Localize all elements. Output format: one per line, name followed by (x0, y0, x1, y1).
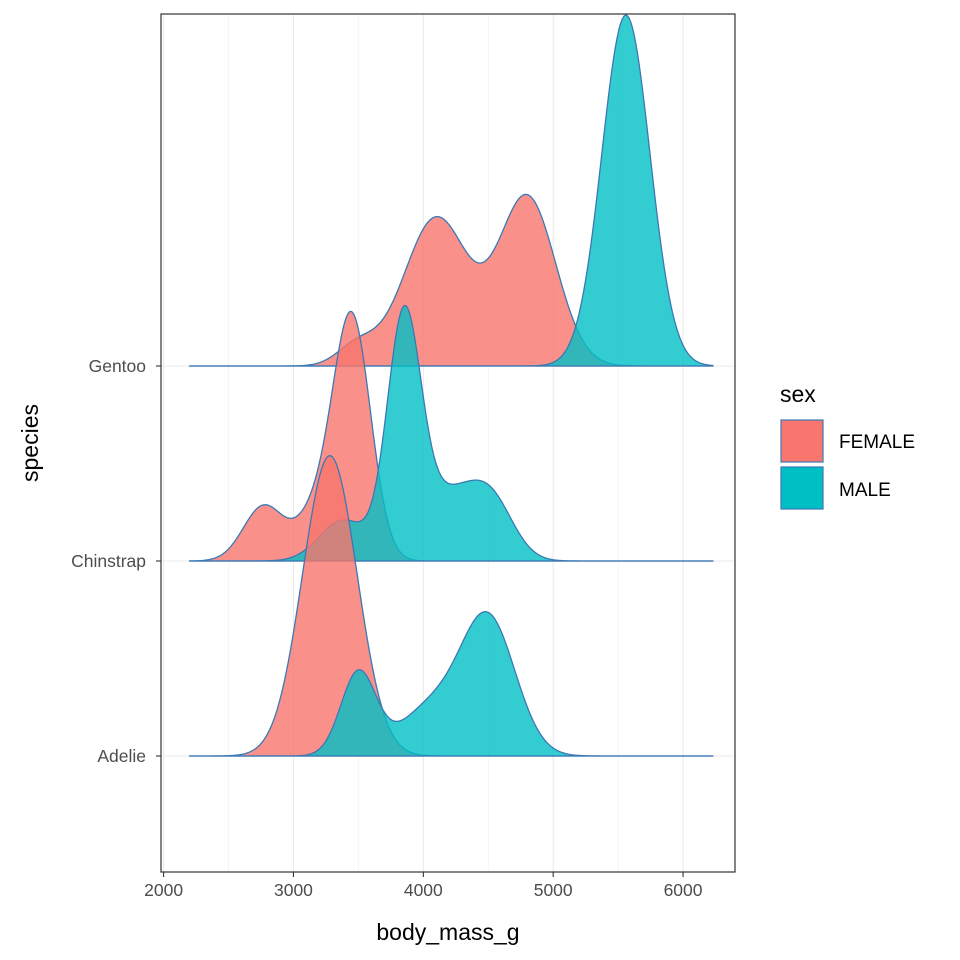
y-axis: Adelie Chinstrap Gentoo (71, 356, 161, 766)
plot-border (160, 13, 736, 873)
ridge-gentoo-male (188, 14, 714, 367)
legend-title: sex (780, 381, 816, 407)
x-tick-label: 3000 (274, 880, 313, 900)
x-tick-label: 2000 (144, 880, 183, 900)
x-tick-label: 6000 (664, 880, 703, 900)
y-tick-label: Adelie (97, 746, 146, 766)
legend-label-female: FEMALE (839, 432, 915, 453)
x-axis-title: body_mass_g (376, 919, 519, 945)
x-axis: 2000 3000 4000 5000 6000 (144, 872, 703, 900)
y-tick-label: Chinstrap (71, 551, 146, 571)
ridge-chinstrap-male (188, 304, 714, 562)
legend-label-male: MALE (839, 480, 891, 501)
y-tick-label: Gentoo (89, 356, 146, 376)
legend-key-female (780, 419, 824, 463)
ridge-adelie-male (188, 611, 714, 757)
density-ridges (188, 14, 714, 757)
y-axis-title: species (17, 404, 43, 482)
legend-key-male (780, 466, 824, 510)
x-tick-label: 5000 (534, 880, 573, 900)
x-tick-label: 4000 (404, 880, 443, 900)
legend: sex FEMALE MALE (780, 381, 915, 510)
